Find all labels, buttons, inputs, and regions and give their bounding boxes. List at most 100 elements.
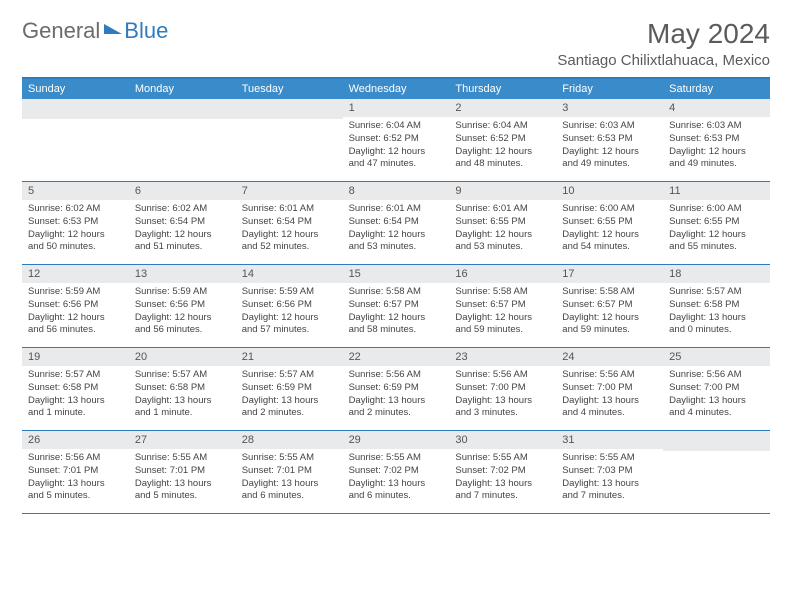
day-cell: 6Sunrise: 6:02 AMSunset: 6:54 PMDaylight… [129,182,236,264]
day-details: Sunrise: 6:01 AMSunset: 6:54 PMDaylight:… [236,200,343,257]
day-cell: 24Sunrise: 5:56 AMSunset: 7:00 PMDayligh… [556,348,663,430]
day-number: 27 [129,431,236,449]
day-cell: 19Sunrise: 5:57 AMSunset: 6:58 PMDayligh… [22,348,129,430]
weekday-header: Tuesday [236,79,343,99]
location-label: Santiago Chilixtlahuaca, Mexico [557,52,770,69]
day-details: Sunrise: 5:58 AMSunset: 6:57 PMDaylight:… [449,283,556,340]
day-cell: 21Sunrise: 5:57 AMSunset: 6:59 PMDayligh… [236,348,343,430]
day-number: 12 [22,265,129,283]
day-cell: 1Sunrise: 6:04 AMSunset: 6:52 PMDaylight… [343,99,450,181]
day-cell: 2Sunrise: 6:04 AMSunset: 6:52 PMDaylight… [449,99,556,181]
weekday-header-row: SundayMondayTuesdayWednesdayThursdayFrid… [22,79,770,99]
day-cell: 7Sunrise: 6:01 AMSunset: 6:54 PMDaylight… [236,182,343,264]
day-number: 20 [129,348,236,366]
weekday-header: Friday [556,79,663,99]
day-details: Sunrise: 6:04 AMSunset: 6:52 PMDaylight:… [343,117,450,174]
day-details: Sunrise: 5:58 AMSunset: 6:57 PMDaylight:… [343,283,450,340]
day-cell: 5Sunrise: 6:02 AMSunset: 6:53 PMDaylight… [22,182,129,264]
day-number: 7 [236,182,343,200]
day-number: 9 [449,182,556,200]
day-cell: 3Sunrise: 6:03 AMSunset: 6:53 PMDaylight… [556,99,663,181]
day-cell: 15Sunrise: 5:58 AMSunset: 6:57 PMDayligh… [343,265,450,347]
day-cell [663,431,770,513]
day-details: Sunrise: 5:56 AMSunset: 7:00 PMDaylight:… [449,366,556,423]
week-row: 26Sunrise: 5:56 AMSunset: 7:01 PMDayligh… [22,431,770,514]
day-number: 1 [343,99,450,117]
day-number: 5 [22,182,129,200]
day-cell: 14Sunrise: 5:59 AMSunset: 6:56 PMDayligh… [236,265,343,347]
week-row: 5Sunrise: 6:02 AMSunset: 6:53 PMDaylight… [22,182,770,265]
day-number: 8 [343,182,450,200]
day-details: Sunrise: 6:03 AMSunset: 6:53 PMDaylight:… [556,117,663,174]
empty-day-bar [129,99,236,119]
weekday-header: Thursday [449,79,556,99]
day-number: 23 [449,348,556,366]
day-cell: 31Sunrise: 5:55 AMSunset: 7:03 PMDayligh… [556,431,663,513]
day-details: Sunrise: 5:56 AMSunset: 6:59 PMDaylight:… [343,366,450,423]
month-title: May 2024 [557,18,770,50]
day-number: 2 [449,99,556,117]
day-number: 11 [663,182,770,200]
page-header: General Blue May 2024 Santiago Chilixtla… [22,18,770,69]
weeks-container: 1Sunrise: 6:04 AMSunset: 6:52 PMDaylight… [22,99,770,514]
day-cell: 8Sunrise: 6:01 AMSunset: 6:54 PMDaylight… [343,182,450,264]
logo-triangle-icon [104,24,122,34]
day-details: Sunrise: 5:59 AMSunset: 6:56 PMDaylight:… [236,283,343,340]
weekday-header: Saturday [663,79,770,99]
day-number: 21 [236,348,343,366]
day-cell: 12Sunrise: 5:59 AMSunset: 6:56 PMDayligh… [22,265,129,347]
day-details: Sunrise: 5:57 AMSunset: 6:58 PMDaylight:… [22,366,129,423]
day-cell: 28Sunrise: 5:55 AMSunset: 7:01 PMDayligh… [236,431,343,513]
day-cell: 16Sunrise: 5:58 AMSunset: 6:57 PMDayligh… [449,265,556,347]
weekday-header: Monday [129,79,236,99]
calendar-grid: SundayMondayTuesdayWednesdayThursdayFrid… [22,77,770,514]
day-details: Sunrise: 5:55 AMSunset: 7:03 PMDaylight:… [556,449,663,506]
logo: General Blue [22,18,168,44]
day-number: 6 [129,182,236,200]
day-number: 10 [556,182,663,200]
day-details: Sunrise: 5:56 AMSunset: 7:00 PMDaylight:… [556,366,663,423]
day-details: Sunrise: 6:01 AMSunset: 6:55 PMDaylight:… [449,200,556,257]
day-cell: 9Sunrise: 6:01 AMSunset: 6:55 PMDaylight… [449,182,556,264]
day-details: Sunrise: 6:00 AMSunset: 6:55 PMDaylight:… [663,200,770,257]
day-details: Sunrise: 6:01 AMSunset: 6:54 PMDaylight:… [343,200,450,257]
day-cell: 26Sunrise: 5:56 AMSunset: 7:01 PMDayligh… [22,431,129,513]
day-number: 26 [22,431,129,449]
day-cell: 13Sunrise: 5:59 AMSunset: 6:56 PMDayligh… [129,265,236,347]
day-number: 17 [556,265,663,283]
day-number: 31 [556,431,663,449]
day-cell: 22Sunrise: 5:56 AMSunset: 6:59 PMDayligh… [343,348,450,430]
day-details: Sunrise: 5:56 AMSunset: 7:00 PMDaylight:… [663,366,770,423]
day-details: Sunrise: 5:55 AMSunset: 7:01 PMDaylight:… [129,449,236,506]
weekday-header: Sunday [22,79,129,99]
day-number: 13 [129,265,236,283]
day-cell: 4Sunrise: 6:03 AMSunset: 6:53 PMDaylight… [663,99,770,181]
calendar-page: General Blue May 2024 Santiago Chilixtla… [0,0,792,532]
day-details: Sunrise: 5:55 AMSunset: 7:01 PMDaylight:… [236,449,343,506]
day-cell: 29Sunrise: 5:55 AMSunset: 7:02 PMDayligh… [343,431,450,513]
day-details: Sunrise: 6:04 AMSunset: 6:52 PMDaylight:… [449,117,556,174]
day-cell: 17Sunrise: 5:58 AMSunset: 6:57 PMDayligh… [556,265,663,347]
day-details: Sunrise: 6:02 AMSunset: 6:54 PMDaylight:… [129,200,236,257]
day-number: 30 [449,431,556,449]
day-number: 22 [343,348,450,366]
day-number: 25 [663,348,770,366]
day-details: Sunrise: 5:56 AMSunset: 7:01 PMDaylight:… [22,449,129,506]
day-number: 4 [663,99,770,117]
logo-text-1: General [22,18,100,44]
day-cell: 18Sunrise: 5:57 AMSunset: 6:58 PMDayligh… [663,265,770,347]
logo-text-2: Blue [124,18,168,44]
day-cell: 10Sunrise: 6:00 AMSunset: 6:55 PMDayligh… [556,182,663,264]
day-details: Sunrise: 6:02 AMSunset: 6:53 PMDaylight:… [22,200,129,257]
day-details: Sunrise: 5:55 AMSunset: 7:02 PMDaylight:… [343,449,450,506]
day-number: 15 [343,265,450,283]
day-number: 29 [343,431,450,449]
empty-day-bar [663,431,770,451]
day-cell [22,99,129,181]
day-cell: 30Sunrise: 5:55 AMSunset: 7:02 PMDayligh… [449,431,556,513]
day-cell [236,99,343,181]
week-row: 12 Sunrise: 5:59 AMSunset: 6:56 PMDayligh… [22,265,770,348]
day-cell: 25Sunrise: 5:56 AMSunset: 7:00 PMDayligh… [663,348,770,430]
day-number: 18 [663,265,770,283]
day-number: 19 [22,348,129,366]
